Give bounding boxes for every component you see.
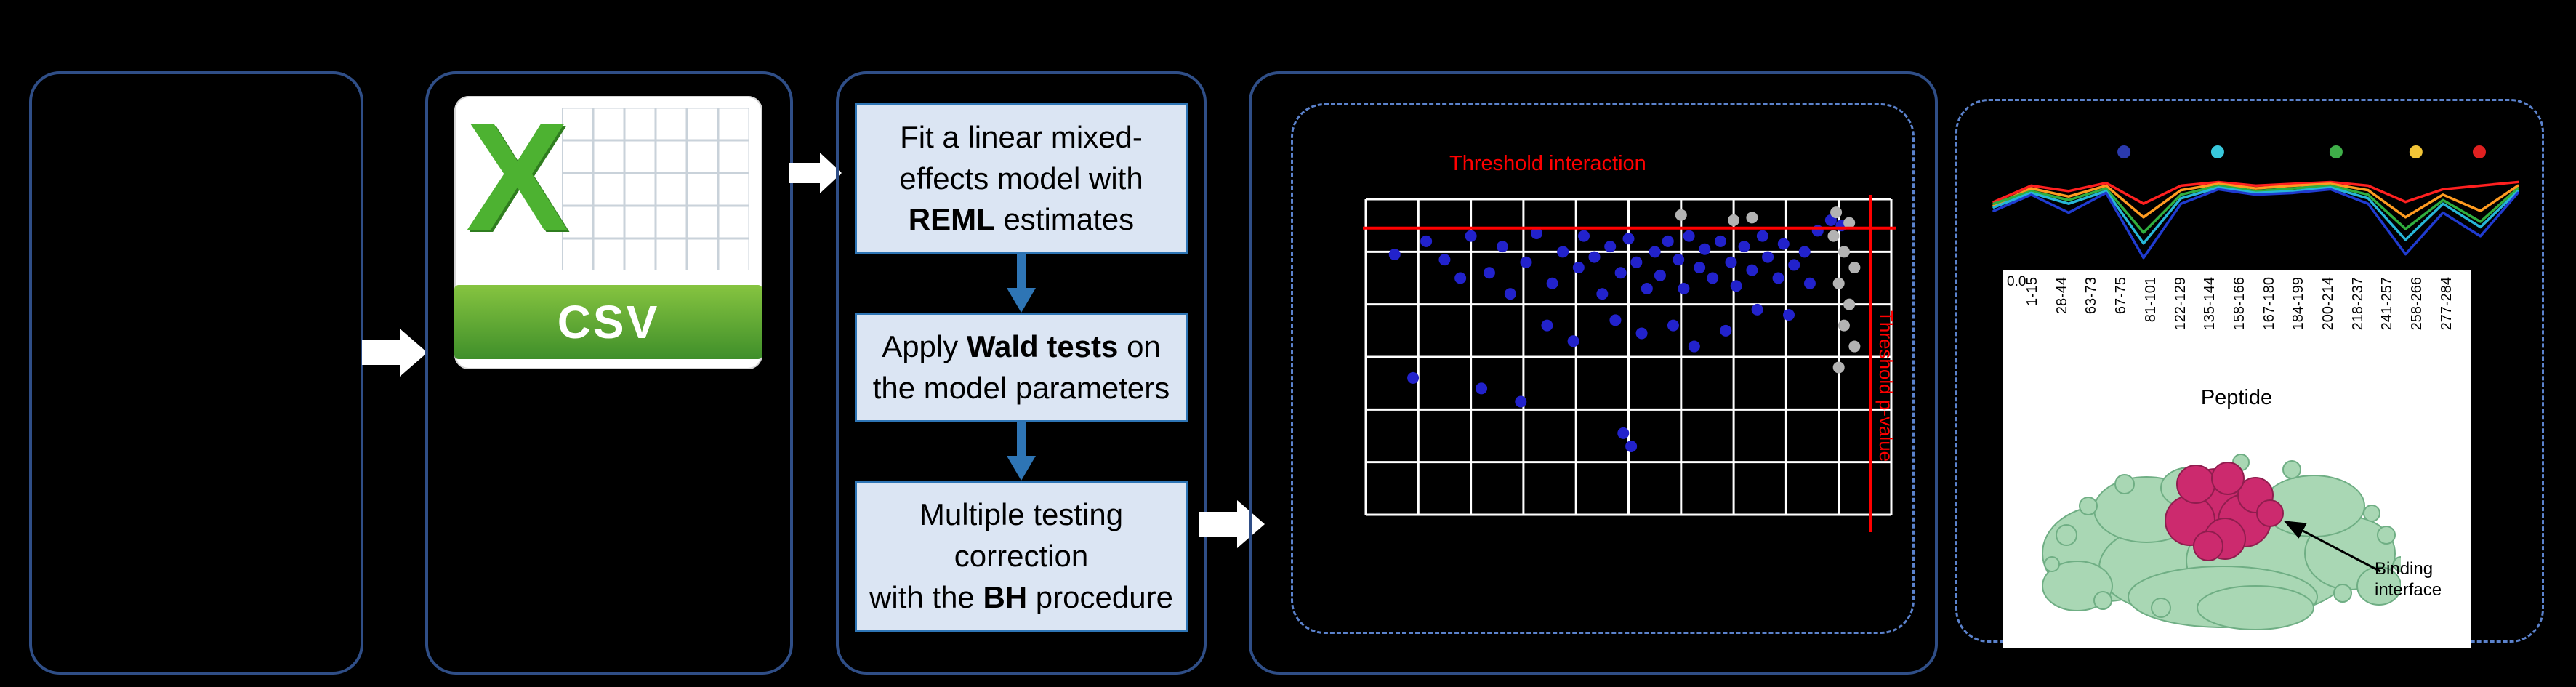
peptide-axis-label: 277-284 xyxy=(2438,277,2455,331)
peptide-axis-label: 1-15 xyxy=(2024,277,2040,307)
threshold-pvalue-label: Threshold p-value xyxy=(1875,310,1897,462)
protein-structure-image xyxy=(2042,454,2401,630)
threshold-interaction-label: Threshold interaction xyxy=(1449,152,1646,175)
excel-x-logo: X xyxy=(466,90,569,262)
peptide-axis-label: 28-44 xyxy=(2053,277,2070,315)
csv-label: CSV xyxy=(557,296,660,348)
binding-interface-label: Binding interface xyxy=(2375,559,2442,600)
peptide-axis-label: 241-257 xyxy=(2379,277,2396,331)
workflow-step-2: Apply Wald tests on the model parameters xyxy=(855,313,1188,423)
peptide-axis-label: 135-144 xyxy=(2202,277,2218,331)
peptide-axis-label: 167-180 xyxy=(2261,277,2277,331)
peptide-axis-label: 200-214 xyxy=(2320,277,2337,331)
peptide-axis-label: 184-199 xyxy=(2290,277,2307,331)
peptide-axis-label: 63-73 xyxy=(2083,277,2100,315)
peptide-axis-label: 81-101 xyxy=(2142,277,2159,323)
workflow-steps: Fit a linear mixed- effects model with R… xyxy=(855,103,1188,632)
down-arrow-icon xyxy=(1007,422,1036,481)
results-dashed-frame: Threshold interaction Threshold p-value xyxy=(1291,103,1915,634)
down-arrow-icon xyxy=(1007,254,1036,313)
peptide-axis-labels: 1-15 28-44 63-73 67-75 81-101 122-129 135-144 1… xyxy=(2024,277,2455,330)
peptide-axis-label: 158-166 xyxy=(2231,277,2247,331)
peptide-axis-label: 122-129 xyxy=(2172,277,2189,331)
csv-banner: CSV xyxy=(454,285,762,359)
flow-arrow-icon xyxy=(362,329,427,377)
workflow-step-1: Fit a linear mixed- effects model with R… xyxy=(855,103,1188,255)
csv-file-icon: X CSV xyxy=(454,90,762,369)
y-axis-tick: 0.0 xyxy=(2007,274,2026,289)
panel-results-plot: Threshold interaction Threshold p-value xyxy=(1249,71,1938,675)
peptide-axis-panel: 0.0 1-15 28-44 63-73 67-75 81-101 122-129 135-… xyxy=(2003,270,2471,648)
spreadsheet-grid xyxy=(562,108,749,270)
panel-input xyxy=(29,71,363,675)
peptide-axis-label: 258-266 xyxy=(2409,277,2426,331)
interaction-scatter-plot xyxy=(1363,195,1896,532)
panel-epitope-output: 0.0 1-15 28-44 63-73 67-75 81-101 122-129 135-… xyxy=(1955,99,2544,648)
peptide-axis-label: 67-75 xyxy=(2113,277,2130,315)
peptide-axis-label: 218-237 xyxy=(2349,277,2366,331)
binding-interface-arrow xyxy=(2283,521,2381,573)
panel-csv-input: X CSV xyxy=(425,71,793,675)
epitope-profile-chart xyxy=(1992,145,2519,260)
flow-arrow-icon xyxy=(1199,500,1265,548)
panel-statistical-workflow: Fit a linear mixed- effects model with R… xyxy=(836,71,1207,675)
flow-arrow-icon xyxy=(789,153,842,193)
peptide-axis-title: Peptide xyxy=(2200,386,2273,409)
workflow-step-3: Multiple testing correction with the BH … xyxy=(855,481,1188,632)
